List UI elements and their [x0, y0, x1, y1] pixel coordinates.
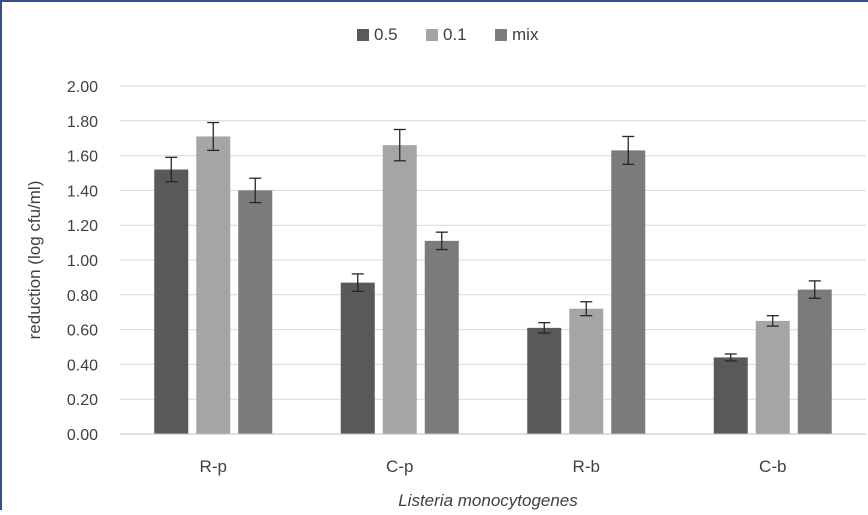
- y-axis-title: reduction (log cfu/ml): [25, 181, 44, 340]
- error-bar: [622, 135, 635, 165]
- x-category-label: R-b: [573, 457, 600, 476]
- error-bar: [435, 231, 448, 251]
- x-category-label: C-p: [386, 457, 413, 476]
- legend-item: 0.1: [426, 25, 467, 44]
- y-tick-label: 0.60: [67, 323, 98, 340]
- x-axis-title: Listeria monocytogenes: [398, 491, 578, 510]
- error-bar: [808, 280, 821, 299]
- bar-R-b-mix: [611, 150, 646, 434]
- error-bar: [207, 121, 220, 152]
- bar-C-p-0.1: [382, 145, 417, 434]
- bar-R-p-mix: [238, 190, 273, 434]
- bar-R-b-0.1: [569, 308, 604, 434]
- x-category-label: C-b: [759, 457, 786, 476]
- gridlines: [120, 85, 866, 400]
- y-tick-label: 0.80: [67, 288, 98, 305]
- bar-R-p-0.5: [154, 169, 189, 434]
- legend-label: 0.1: [443, 25, 467, 44]
- y-axis-ticks: 0.00 0.20 0.40 0.60 0.80 1.00 1.20 1.40 1.60 1.80…: [67, 79, 98, 444]
- legend-swatch: [495, 29, 507, 41]
- legend-swatch: [357, 29, 369, 41]
- legend-item: mix: [495, 25, 539, 44]
- y-tick-label: 1.00: [67, 253, 98, 270]
- y-tick-label: 1.20: [67, 218, 98, 235]
- error-bars: [165, 121, 821, 362]
- bar-C-p-mix: [424, 240, 459, 434]
- bar-C-p-0.5: [340, 282, 375, 434]
- y-tick-label: 1.40: [67, 183, 98, 200]
- error-bar: [538, 321, 551, 334]
- y-tick-label: 0.00: [67, 427, 98, 444]
- error-bar: [351, 273, 364, 292]
- error-bar: [766, 315, 779, 327]
- error-bar: [724, 353, 737, 362]
- bar-R-b-0.5: [527, 327, 562, 434]
- y-tick-label: 0.20: [67, 392, 98, 409]
- x-axis-categories: R-p C-p R-b C-b: [200, 457, 787, 476]
- error-bar: [580, 301, 593, 317]
- x-category-label: R-p: [200, 457, 227, 476]
- bar-R-p-0.1: [196, 136, 231, 434]
- error-bar: [165, 156, 178, 183]
- error-bar: [249, 177, 262, 204]
- legend: 0.5 0.1 mix: [357, 25, 539, 44]
- y-tick-label: 1.80: [67, 114, 98, 131]
- legend-item: 0.5: [357, 25, 398, 44]
- legend-swatch: [426, 29, 438, 41]
- bars: [154, 136, 832, 434]
- y-tick-label: 1.60: [67, 149, 98, 166]
- y-tick-label: 2.00: [67, 79, 98, 96]
- legend-label: 0.5: [374, 25, 398, 44]
- y-tick-label: 0.40: [67, 357, 98, 374]
- legend-label: mix: [512, 25, 539, 44]
- bar-C-b-0.5: [713, 357, 748, 434]
- bar-C-b-0.1: [755, 320, 790, 434]
- bar-C-b-mix: [797, 289, 832, 434]
- error-bar: [393, 128, 406, 162]
